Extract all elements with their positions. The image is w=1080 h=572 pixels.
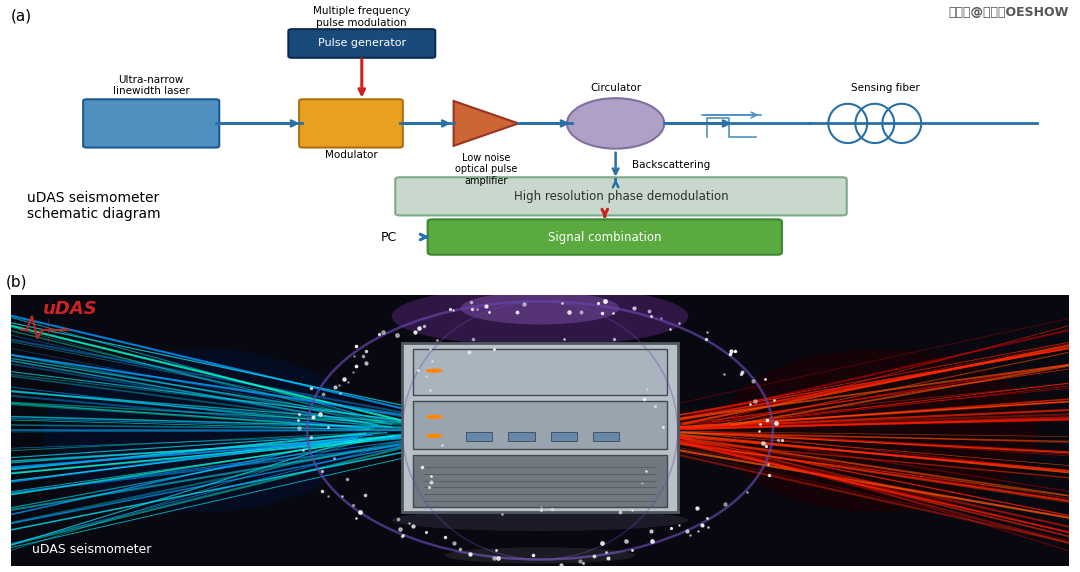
Polygon shape (454, 101, 518, 146)
Circle shape (426, 368, 443, 373)
FancyBboxPatch shape (403, 343, 677, 512)
FancyBboxPatch shape (413, 349, 667, 395)
FancyBboxPatch shape (11, 295, 1069, 566)
Ellipse shape (461, 292, 620, 324)
FancyBboxPatch shape (413, 400, 667, 450)
FancyBboxPatch shape (465, 432, 492, 442)
FancyBboxPatch shape (413, 455, 667, 507)
FancyBboxPatch shape (83, 100, 219, 148)
FancyBboxPatch shape (509, 432, 535, 442)
Text: (b): (b) (5, 274, 27, 289)
Text: Backscattering: Backscattering (632, 161, 710, 170)
FancyBboxPatch shape (299, 100, 403, 148)
Text: uDAS: uDAS (42, 300, 97, 317)
FancyBboxPatch shape (551, 432, 577, 442)
FancyBboxPatch shape (593, 432, 620, 442)
Ellipse shape (392, 509, 688, 531)
Text: Low noise
optical pulse
amplifier: Low noise optical pulse amplifier (455, 153, 517, 186)
Circle shape (426, 415, 443, 419)
Text: Pulse generator: Pulse generator (318, 38, 406, 49)
FancyBboxPatch shape (428, 219, 782, 255)
Text: uDAS seismometer: uDAS seismometer (32, 543, 151, 555)
Text: uDAS seismometer
schematic diagram: uDAS seismometer schematic diagram (27, 190, 161, 221)
Text: Multiple frequency
pulse modulation: Multiple frequency pulse modulation (313, 6, 410, 28)
Circle shape (426, 434, 443, 438)
Text: High resolution phase demodulation: High resolution phase demodulation (514, 190, 728, 203)
FancyBboxPatch shape (288, 29, 435, 58)
Circle shape (567, 98, 664, 149)
Text: PC: PC (380, 231, 397, 244)
Text: Modulator: Modulator (325, 150, 377, 160)
Ellipse shape (392, 287, 688, 346)
Ellipse shape (720, 349, 1038, 512)
Ellipse shape (42, 349, 360, 512)
Text: Ultra-narrow
linewidth laser: Ultra-narrow linewidth laser (112, 75, 190, 97)
Text: 搜狐号@光电汇OESHOW: 搜狐号@光电汇OESHOW (949, 6, 1069, 19)
Text: Circulator: Circulator (590, 82, 642, 93)
Text: Sensing fiber: Sensing fiber (851, 82, 920, 93)
Text: (a): (a) (11, 9, 32, 23)
Ellipse shape (445, 547, 635, 563)
FancyBboxPatch shape (395, 177, 847, 216)
Text: Signal combination: Signal combination (548, 231, 662, 244)
